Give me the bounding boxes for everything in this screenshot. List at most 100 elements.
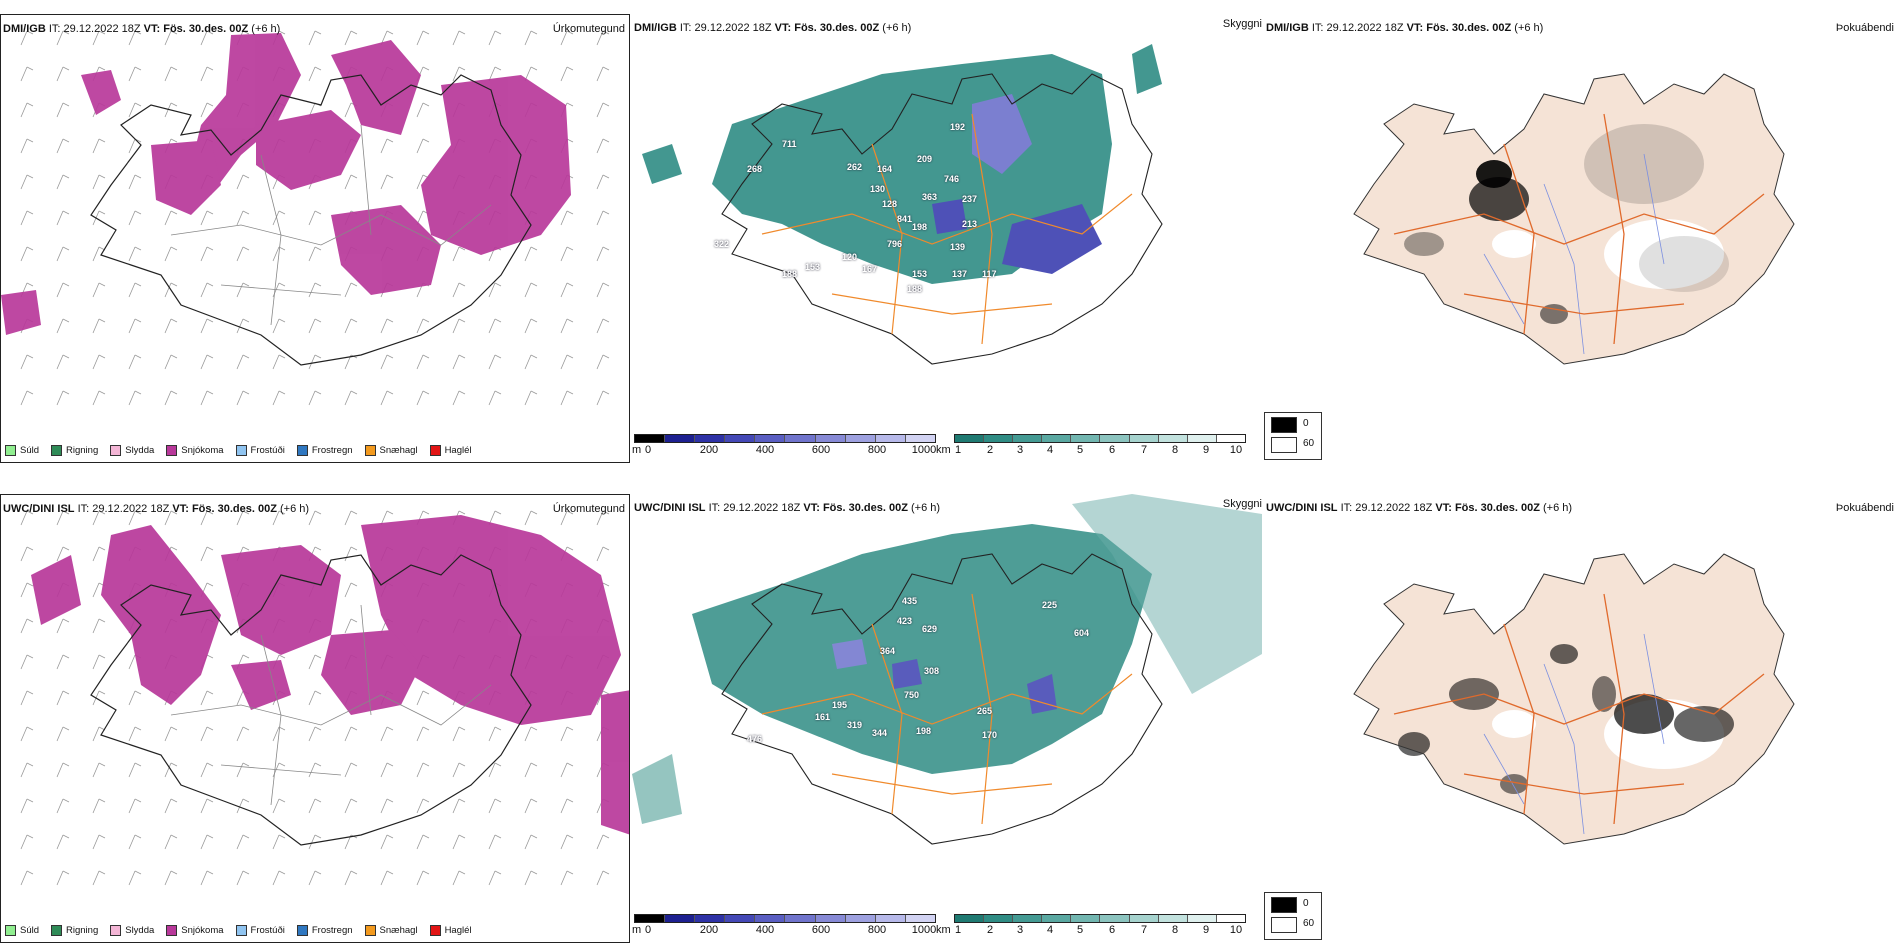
- visibility-value: 164: [877, 164, 893, 174]
- visibility-value: 192: [950, 122, 966, 132]
- visibility-value: 128: [882, 199, 898, 209]
- legend-item: Súld: [5, 925, 39, 936]
- visibility-value: 796: [887, 239, 903, 249]
- tick-label: 400: [755, 924, 775, 936]
- precip-map-row1: [1, 30, 610, 406]
- visibility-value: 167: [862, 264, 878, 274]
- tick-label: 9: [1202, 924, 1210, 936]
- legend-swatch: [5, 445, 16, 456]
- visibility-scale-bar: [954, 914, 1246, 923]
- visibility-value: 117: [982, 269, 997, 279]
- precip-map-row2: [20, 510, 629, 886]
- legend-item: Snæhagl: [364, 925, 418, 936]
- precip-panel-row1: DMI/IGB IT: 29.12.2022 18Z VT: Fös. 30.d…: [0, 14, 630, 463]
- panel-title: UWC/DINI ISL IT: 29.12.2022 18Z VT: Fös.…: [1266, 502, 1573, 514]
- fog-map-row1: [1353, 73, 1795, 365]
- legend-swatch: [429, 445, 441, 456]
- fog-field: [1398, 644, 1734, 794]
- visibility-value: 139: [950, 242, 966, 252]
- iceland-outline: [721, 73, 1163, 365]
- panel-product-name: Þokuábendi: [1835, 22, 1894, 34]
- fog-panel-row1: DMI/IGB IT: 29.12.2022 18Z VT: Fös. 30.d…: [1264, 14, 1894, 463]
- panel-title: DMI/IGB IT: 29.12.2022 18Z VT: Fös. 30.d…: [1266, 22, 1544, 34]
- visibility-map-row1: [642, 44, 1163, 365]
- panel-product-name: Skyggni: [1222, 498, 1262, 510]
- visibility-value: 268: [747, 164, 763, 174]
- legend-item: Slydda: [110, 445, 154, 456]
- visibility-value: 319: [847, 720, 863, 730]
- visibility-map-row2: [632, 494, 1262, 845]
- height-scale: m 0 200 400 600 800 1000: [632, 434, 936, 457]
- visibility-value: 841: [897, 214, 913, 224]
- iceland-outline: [1353, 553, 1795, 845]
- legend-swatch: [364, 445, 376, 456]
- tick-label: 800: [867, 924, 887, 936]
- fog-field: [1404, 124, 1729, 324]
- visibility-value: 198: [912, 222, 928, 232]
- legend-item: Haglél: [429, 445, 472, 456]
- panel-title: UWC/DINI ISL IT: 29.12.2022 18Z VT: Fös.…: [3, 503, 310, 515]
- visibility-value: 153: [912, 269, 928, 279]
- tick-label: 200: [699, 444, 719, 456]
- tick-label: 10: [1229, 924, 1243, 936]
- iceland-outline: [90, 554, 532, 846]
- tick-label: 1000: [911, 924, 937, 936]
- height-scale: m 0 200 400 600 800 1000: [632, 914, 937, 937]
- visibility-value: 476: [747, 734, 763, 744]
- tick-label: 8: [1171, 924, 1179, 936]
- tick-label: 6: [1108, 444, 1116, 456]
- visibility-scale-bar: [954, 434, 1246, 443]
- visibility-value: 711: [782, 139, 797, 149]
- visibility-value: 120: [842, 252, 858, 262]
- legend-swatch: [235, 445, 247, 456]
- tick-label: 3: [1016, 924, 1024, 936]
- precip-panel-row2: UWC/DINI ISL IT: 29.12.2022 18Z VT: Fös.…: [0, 494, 630, 943]
- visibility-value: 262: [847, 162, 863, 172]
- visibility-value: 629: [922, 624, 938, 634]
- fog-legend-row2: 0 60: [1264, 892, 1322, 940]
- panel-product-name: Skyggni: [1222, 18, 1262, 30]
- legend-item: Snjókoma: [166, 925, 224, 936]
- tick-label: 600: [811, 444, 831, 456]
- height-scale-bar: [634, 434, 936, 443]
- iceland-outline: [1353, 73, 1795, 365]
- visibility-value: 604: [1074, 628, 1090, 638]
- panel-product-name: Þokuábendi: [1835, 502, 1894, 514]
- tick-label: 2: [986, 444, 994, 456]
- legend-item: Frostúði: [235, 445, 285, 456]
- legend-swatch: [364, 925, 376, 936]
- legend-swatch: [51, 445, 63, 456]
- iceland-outline: [721, 553, 1163, 845]
- legend-swatch: [166, 445, 178, 456]
- iceland-outline: [90, 74, 532, 366]
- tick-label: 1: [954, 444, 962, 456]
- legend-item: Haglél: [429, 925, 472, 936]
- visibility-value: 237: [962, 194, 978, 204]
- visibility-value: 363: [922, 192, 938, 202]
- visibility-scale: km 1 2 3 4 5 6 7 8 9 10: [936, 914, 1246, 937]
- visibility-value: 746: [944, 174, 960, 184]
- tick-label: 4: [1046, 924, 1054, 936]
- legend-item: Frostúði: [235, 925, 285, 936]
- fog-legend-row1: 0 60: [1264, 412, 1322, 460]
- legend-item: Slydda: [110, 925, 154, 936]
- fog-panel-row2: UWC/DINI ISL IT: 29.12.2022 18Z VT: Fös.…: [1264, 494, 1894, 943]
- legend-swatch: [429, 925, 441, 936]
- tick-label: 0: [644, 444, 652, 456]
- visibility-value: 423: [897, 616, 913, 626]
- visibility-value: 308: [924, 666, 940, 676]
- visibility-value: 188: [782, 269, 798, 279]
- legend-swatch: [51, 925, 63, 936]
- visibility-value: 364: [880, 646, 896, 656]
- visibility-panel-row2: UWC/DINI ISL IT: 29.12.2022 18Z VT: Fös.…: [632, 494, 1262, 943]
- legend-swatch: [296, 925, 308, 936]
- precip-legend: Súld Rigning Slydda Snjókoma Frostúði Fr…: [5, 445, 472, 456]
- snow-areas: [1, 33, 571, 335]
- panel-product-name: Úrkomutegund: [552, 503, 625, 515]
- tick-label: 0: [644, 924, 652, 936]
- visibility-value: 435: [902, 596, 918, 606]
- tick-label: 4: [1046, 444, 1054, 456]
- snow-areas: [31, 515, 629, 835]
- legend-item: Frostregn: [296, 445, 353, 456]
- legend-item: Súld: [5, 445, 39, 456]
